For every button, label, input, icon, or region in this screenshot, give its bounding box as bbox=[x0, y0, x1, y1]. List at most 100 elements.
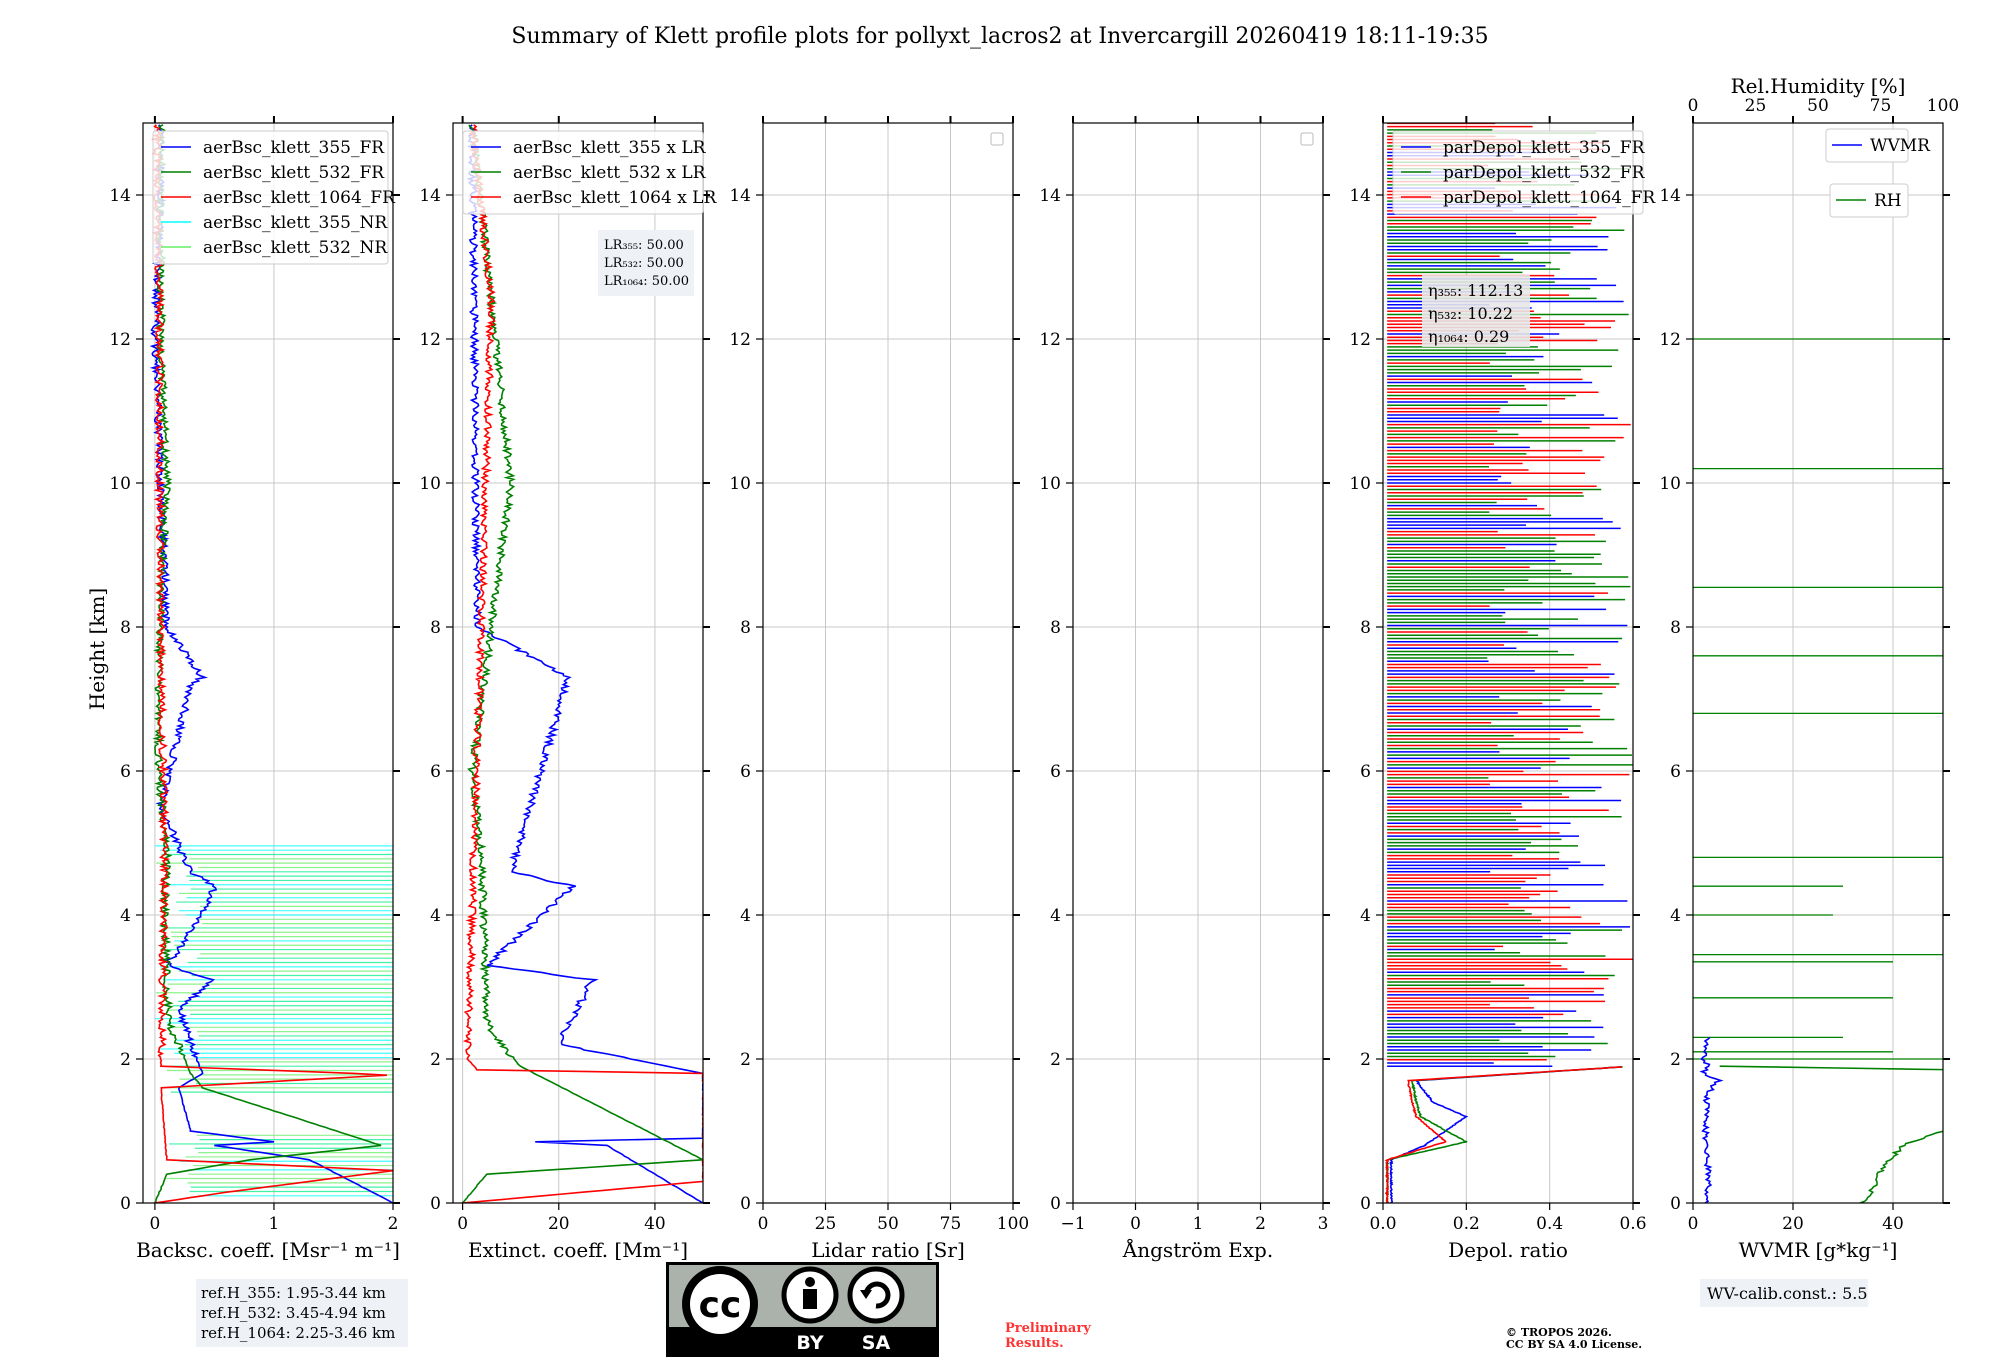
top-x-tick-label: 0 bbox=[1688, 96, 1699, 116]
y-tick-label: 12 bbox=[1039, 330, 1061, 350]
x-tick-label: 0 bbox=[457, 1214, 468, 1234]
y-tick-label: 10 bbox=[1349, 474, 1371, 494]
x-tick-label: −1 bbox=[1060, 1214, 1085, 1234]
legend-label: aerBsc_klett_355_NR bbox=[203, 213, 388, 233]
legend-label: RH bbox=[1874, 191, 1902, 211]
wv-calib-box: WV-calib.const.: 5.5 bbox=[1700, 1279, 1868, 1307]
y-tick-label: 14 bbox=[109, 186, 131, 206]
x-tick-label: 40 bbox=[1882, 1214, 1904, 1234]
y-tick-label: 2 bbox=[120, 1050, 131, 1070]
figure-title: Summary of Klett profile plots for polly… bbox=[511, 24, 1488, 49]
y-tick-label: 0 bbox=[1050, 1194, 1061, 1214]
grid-extinction bbox=[453, 123, 703, 1203]
panel-extinction: 0 2 4 6 8 10 12 14 0 20 40 Extinct. coeff. [Mm⁻¹] ae… bbox=[419, 116, 717, 1262]
empty-legend-box bbox=[1300, 132, 1314, 146]
top-x-tick-label: 100 bbox=[1927, 96, 1959, 116]
y-tick-label: 4 bbox=[120, 906, 131, 926]
license-sa-label: SA bbox=[862, 1332, 891, 1354]
series-rh bbox=[1719, 1065, 1943, 1203]
y-tick-label: 14 bbox=[419, 186, 441, 206]
series-aerbsc-klett-355-fr bbox=[149, 124, 393, 1203]
y-tick-label: 14 bbox=[1659, 186, 1681, 206]
x-tick-label: 0 bbox=[758, 1214, 769, 1234]
series-pardepol-klett-1064-fr bbox=[1384, 1066, 1622, 1203]
legend-box bbox=[462, 130, 704, 215]
series-wvmr bbox=[1699, 1036, 1724, 1203]
x-tick-label: 0.0 bbox=[1369, 1214, 1396, 1234]
y-tick-label: 14 bbox=[1349, 186, 1371, 206]
lr-annotation: LR₃₅₅: 50.00 bbox=[604, 238, 684, 253]
grid-lidar_ratio bbox=[762, 123, 1014, 1203]
x-tick-label: 75 bbox=[940, 1214, 962, 1234]
x-tick-label: 50 bbox=[877, 1214, 899, 1234]
plot-frame-depol bbox=[1382, 122, 1634, 1204]
rh-spikes bbox=[1693, 338, 1943, 1060]
legend-box bbox=[1825, 128, 1909, 163]
legend-box bbox=[1829, 183, 1909, 218]
y-tick-label: 14 bbox=[1039, 186, 1061, 206]
series-pardepol-klett-355-fr bbox=[1389, 1066, 1622, 1203]
y-tick-label: 2 bbox=[430, 1050, 441, 1070]
svg-text:cc: cc bbox=[699, 1285, 742, 1326]
y-tick-label: 10 bbox=[419, 474, 441, 494]
x-axis-label: Extinct. coeff. [Mm⁻¹] bbox=[468, 1238, 688, 1262]
y-tick-label: 6 bbox=[430, 762, 441, 782]
y-tick-label: 0 bbox=[430, 1194, 441, 1214]
x-tick-label: 40 bbox=[644, 1214, 666, 1234]
x-axis-label: Lidar ratio [Sr] bbox=[811, 1238, 965, 1262]
preliminary-line-1: Preliminary bbox=[1005, 1321, 1091, 1336]
y-tick-label: 12 bbox=[419, 330, 441, 350]
top-x-tick-label: 25 bbox=[1745, 96, 1767, 116]
lr-annotation: LR₁₀₆₄: 50.00 bbox=[604, 274, 689, 289]
legend-label: aerBsc_klett_532 x LR bbox=[513, 163, 707, 183]
plot-frame-extinction bbox=[452, 122, 704, 1204]
legend-label: WVMR bbox=[1870, 136, 1931, 156]
legend-label: aerBsc_klett_1064 x LR bbox=[513, 188, 717, 208]
grid-wvmr bbox=[1692, 123, 1943, 1203]
grid-backscatter bbox=[143, 123, 394, 1203]
plot-frame-backscatter bbox=[142, 122, 394, 1204]
x-axis-label: WVMR [g*kg⁻¹] bbox=[1739, 1238, 1898, 1262]
series-aerbsc-klett-1064-x-lr bbox=[462, 124, 703, 1203]
y-tick-label: 2 bbox=[1360, 1050, 1371, 1070]
eta-annotation: η₁₀₆₄: 0.29 bbox=[1428, 327, 1509, 346]
y-tick-label: 4 bbox=[1670, 906, 1681, 926]
y-tick-label: 8 bbox=[1670, 618, 1681, 638]
panel-lidar_ratio: 0 2 4 6 8 10 12 14 0 25 50 75 100 Lidar ratio [Sr] bbox=[729, 116, 1029, 1262]
y-tick-label: 6 bbox=[120, 762, 131, 782]
y-tick-label: 8 bbox=[1050, 618, 1061, 638]
y-tick-label: 4 bbox=[1360, 906, 1371, 926]
x-tick-label: 0.6 bbox=[1619, 1214, 1646, 1234]
legend-label: parDepol_klett_355_FR bbox=[1443, 138, 1646, 158]
y-tick-label: 12 bbox=[109, 330, 131, 350]
y-tick-label: 0 bbox=[1360, 1194, 1371, 1214]
copyright-line-2: CC BY SA 4.0 License. bbox=[1506, 1338, 1642, 1351]
legend-label: aerBsc_klett_532_NR bbox=[203, 238, 388, 258]
legend-label: parDepol_klett_1064_FR bbox=[1443, 188, 1656, 208]
cc-license-badge: cc BY SA bbox=[666, 1262, 939, 1357]
copyright-line-1: © TROPOS 2026. bbox=[1506, 1326, 1612, 1339]
legend-box bbox=[152, 130, 389, 265]
y-tick-label: 4 bbox=[740, 906, 751, 926]
y-tick-label: 0 bbox=[1670, 1194, 1681, 1214]
wv-calib-text: WV-calib.const.: 5.5 bbox=[1707, 1284, 1868, 1303]
y-tick-label: 6 bbox=[740, 762, 751, 782]
x-tick-label: 3 bbox=[1318, 1214, 1329, 1234]
y-tick-label: 10 bbox=[1039, 474, 1061, 494]
x-tick-label: 100 bbox=[997, 1214, 1029, 1234]
license-by-label: BY bbox=[796, 1332, 823, 1354]
x-tick-label: 20 bbox=[1782, 1214, 1804, 1234]
top-x-tick-label: 75 bbox=[1870, 96, 1892, 116]
y-tick-label: 8 bbox=[740, 618, 751, 638]
x-tick-label: 0.4 bbox=[1536, 1214, 1563, 1234]
y-tick-label: 12 bbox=[1659, 330, 1681, 350]
series-aerbsc-klett-1064-fr bbox=[151, 124, 393, 1203]
plot-frame-wvmr bbox=[1692, 122, 1944, 1204]
panel-depol: 0 2 4 6 8 10 12 14 0.0 0.2 0.4 0.6 Depol. ratio parDe… bbox=[1349, 116, 1656, 1262]
y-tick-label: 12 bbox=[729, 330, 751, 350]
top-x-tick-label: 50 bbox=[1807, 96, 1829, 116]
near-range-traces bbox=[154, 845, 393, 1197]
empty-legend-box bbox=[990, 132, 1004, 146]
legend-label: aerBsc_klett_355_FR bbox=[203, 138, 385, 158]
